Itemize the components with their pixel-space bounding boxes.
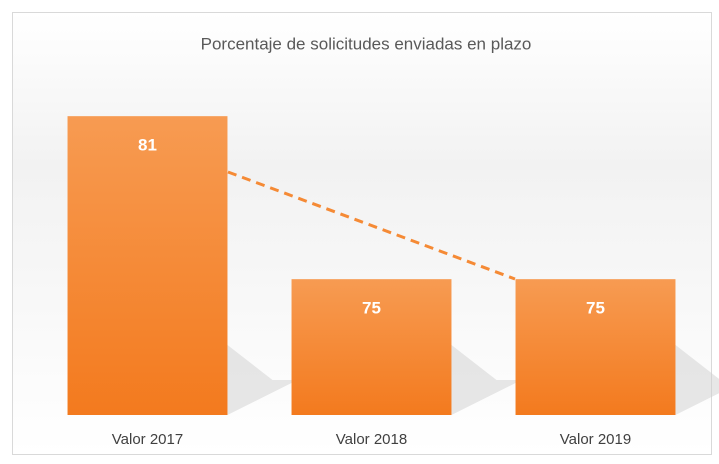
bar-shadow	[451, 345, 522, 415]
data-label: 75	[362, 299, 381, 318]
bar-shadow	[227, 345, 298, 415]
bar	[291, 279, 452, 415]
bar-shadow	[675, 345, 719, 415]
data-label: 75	[586, 299, 605, 318]
trend-arrow	[227, 170, 516, 281]
x-tick-label: Valor 2019	[560, 431, 631, 448]
bar	[67, 116, 228, 416]
plot-area: 81 75 75	[67, 116, 719, 416]
data-label: 81	[138, 136, 157, 155]
x-tick-label: Valor 2018	[336, 431, 407, 448]
bar	[515, 279, 676, 415]
x-tick-label: Valor 2017	[112, 431, 183, 448]
chart-title: Porcentaje de solicitudes enviadas en pl…	[201, 34, 532, 53]
